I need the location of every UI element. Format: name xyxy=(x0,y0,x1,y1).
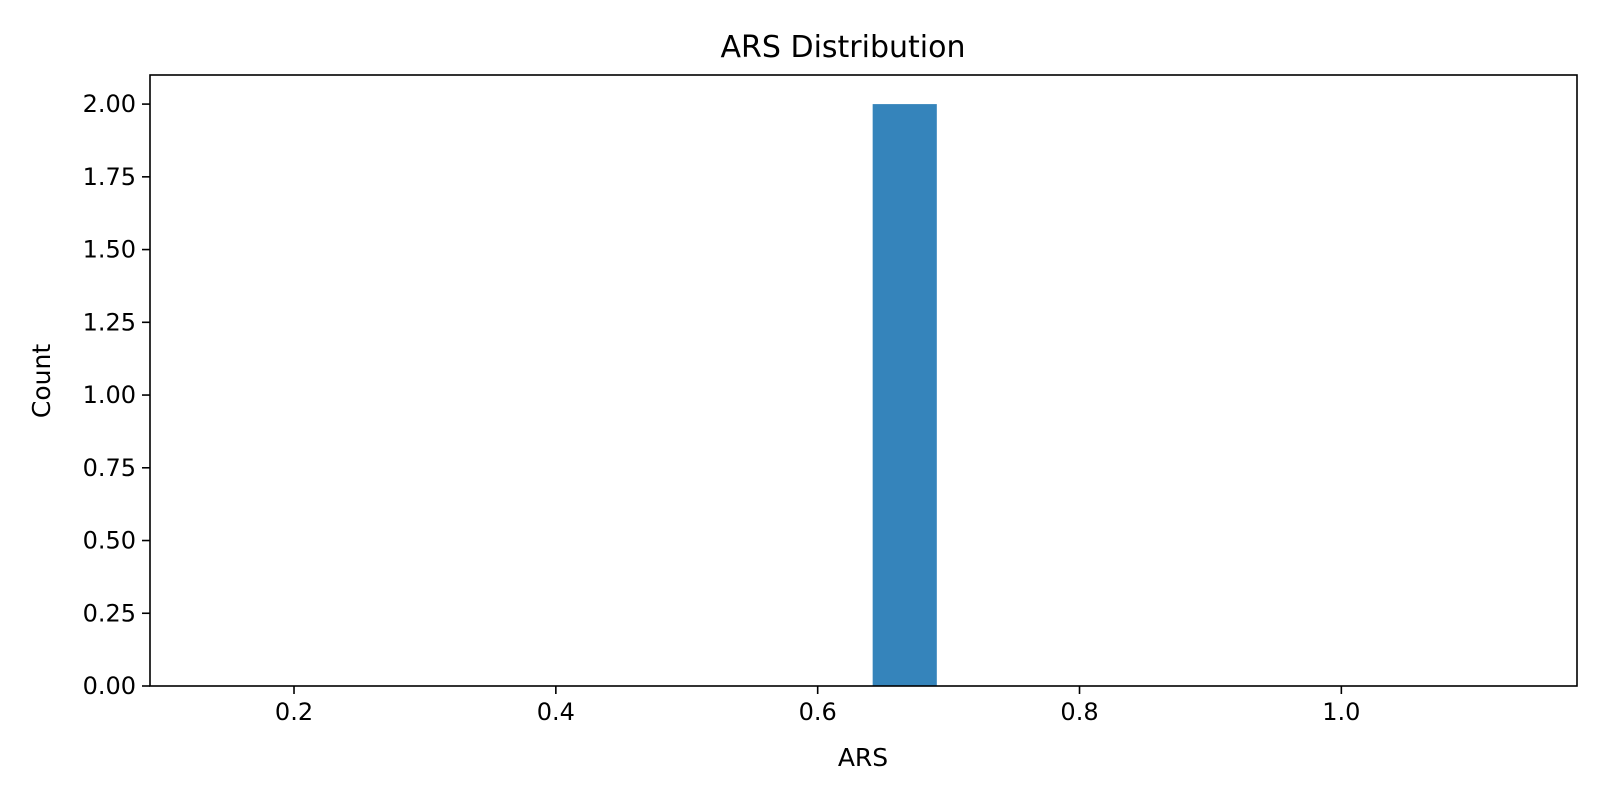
x-tick-label: 0.6 xyxy=(799,698,837,726)
x-tick-label: 0.4 xyxy=(537,698,575,726)
y-axis-label: Count xyxy=(27,344,56,418)
y-tick-label: 1.00 xyxy=(83,381,136,409)
y-tick-label: 2.00 xyxy=(83,90,136,118)
histogram-bars xyxy=(872,104,937,687)
y-tick-label: 1.25 xyxy=(83,308,136,336)
chart-title: ARS Distribution xyxy=(721,30,966,65)
y-tick-label: 0.50 xyxy=(83,527,136,555)
x-tick-label: 1.0 xyxy=(1322,698,1360,726)
x-tick-label: 0.8 xyxy=(1060,698,1098,726)
y-tick-label: 0.25 xyxy=(83,599,136,627)
histogram-bar-0 xyxy=(872,104,937,687)
x-axis-label: ARS xyxy=(838,743,888,772)
plot-area-frame xyxy=(149,74,1578,687)
y-axis-ticks: 0.00 0.25 0.50 0.75 1.00 1.25 1.50 1.75 2.00 xyxy=(83,90,150,700)
y-tick-label: 0.75 xyxy=(83,454,136,482)
y-tick-label: 0.00 xyxy=(83,672,136,700)
y-tick-label: 1.75 xyxy=(83,163,136,191)
x-tick-label: 0.2 xyxy=(275,698,313,726)
x-axis-ticks: 0.2 0.4 0.6 0.8 1.0 xyxy=(275,686,1360,726)
y-tick-label: 1.50 xyxy=(83,236,136,264)
